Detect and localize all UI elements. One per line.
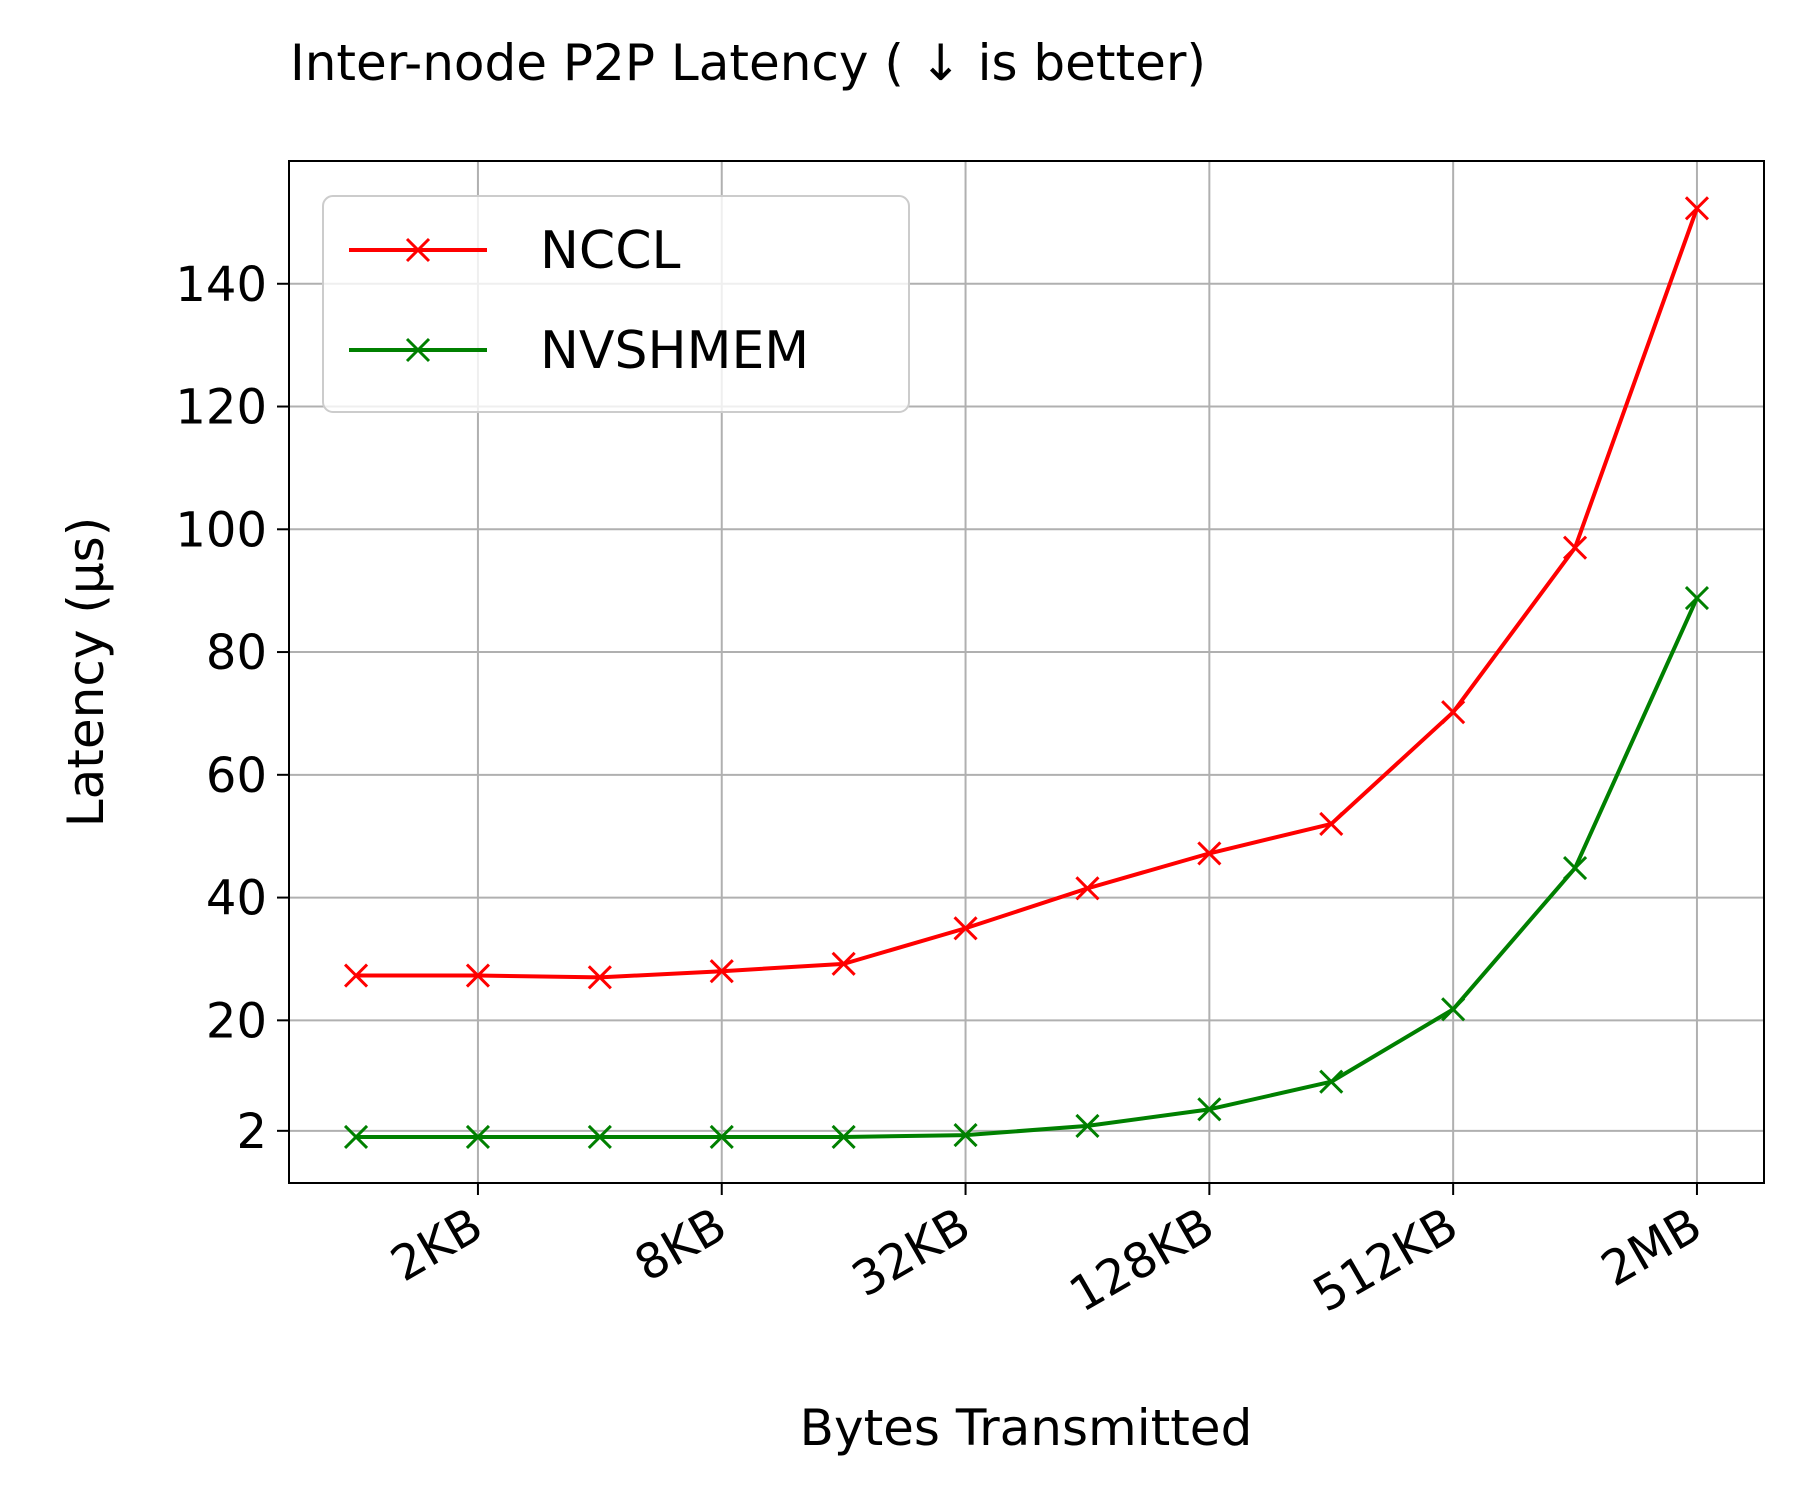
nccl-point — [831, 951, 856, 976]
nvshmem-line — [356, 597, 1699, 1139]
grid — [289, 161, 1764, 1183]
nvshmem-point — [1684, 585, 1710, 611]
legend-item-nccl: NCCL — [349, 221, 681, 281]
nvshmem-point — [1319, 1069, 1344, 1094]
chart-title: Inter-node P2P Latency ( ↓ is better) — [290, 34, 1206, 92]
nvshmem-point — [831, 1124, 856, 1150]
x-tick-label: 2MB — [1592, 1197, 1711, 1298]
nvshmem-point — [709, 1124, 734, 1150]
series-nccl — [343, 196, 1710, 990]
x-tick-label: 128KB — [1060, 1197, 1223, 1324]
y-tick-label: 140 — [175, 257, 267, 313]
axis-ticks: 2KB 8KB 32KB 128KB 512KB 2MB 2 20 40 60 80 100 120 14… — [175, 257, 1711, 1324]
nvshmem-point — [1562, 856, 1588, 881]
nvshmem-point — [465, 1124, 491, 1150]
nccl-point — [1684, 196, 1710, 221]
nccl-point — [1562, 535, 1588, 560]
y-tick-label: 100 — [175, 502, 267, 558]
plot-frame — [288, 160, 1765, 1184]
nvshmem-point — [1075, 1113, 1100, 1138]
nccl-point — [465, 963, 491, 988]
x-tick-label: 32KB — [843, 1197, 980, 1308]
y-tick-label: 80 — [206, 625, 267, 681]
legend: NCCL NVSHMEM — [322, 195, 910, 413]
nccl-point — [1197, 841, 1222, 866]
legend-marker — [405, 237, 431, 263]
nvshmem-point — [343, 1124, 369, 1150]
y-tick-label: 2 — [236, 1104, 267, 1160]
nccl-point — [587, 965, 612, 990]
nvshmem-point — [587, 1124, 612, 1150]
nccl-point — [1441, 700, 1466, 725]
legend-item-nvshmem: NVSHMEM — [349, 321, 809, 381]
nccl-line — [356, 207, 1699, 980]
nccl-point — [1075, 876, 1100, 901]
nccl-point — [343, 963, 369, 988]
x-axis-label: Bytes Transmitted — [800, 1399, 1253, 1457]
legend-label: NVSHMEM — [540, 321, 809, 381]
y-tick-label: 20 — [206, 993, 267, 1049]
legend-label: NCCL — [540, 221, 681, 281]
nvshmem-point — [953, 1123, 978, 1148]
nccl-point — [953, 916, 978, 941]
y-tick-label: 120 — [175, 380, 267, 436]
nccl-point — [1319, 811, 1344, 836]
nvshmem-point — [1197, 1097, 1222, 1122]
y-tick-label: 40 — [206, 871, 267, 927]
series-layer — [343, 196, 1710, 1150]
series-nvshmem — [343, 585, 1710, 1150]
nccl-point — [709, 959, 734, 984]
x-tick-label: 2KB — [382, 1197, 492, 1293]
x-tick-label: 8KB — [626, 1197, 736, 1293]
y-tick-label: 60 — [206, 748, 267, 804]
y-axis-label: Latency (μs) — [57, 517, 115, 827]
legend-marker — [405, 337, 431, 363]
x-tick-label: 512KB — [1304, 1197, 1467, 1324]
nvshmem-point — [1441, 997, 1466, 1022]
